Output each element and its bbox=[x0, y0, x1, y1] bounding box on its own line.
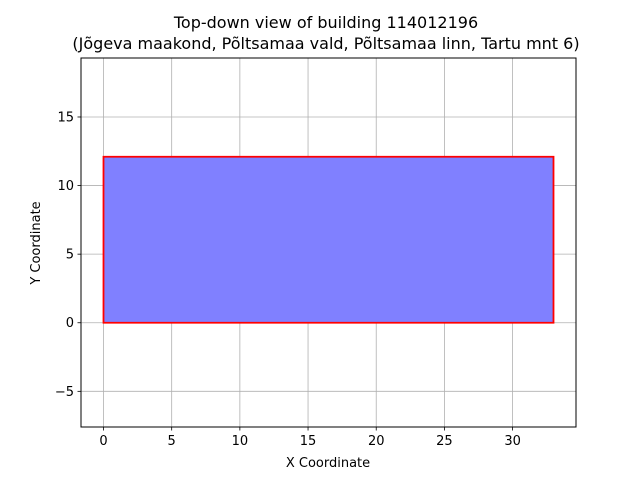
y-tick-label: 15 bbox=[57, 110, 74, 125]
x-tick-label: 10 bbox=[232, 434, 249, 449]
x-tick-label: 25 bbox=[436, 434, 453, 449]
x-tick-label: 30 bbox=[504, 434, 521, 449]
y-tick-label: 0 bbox=[66, 316, 74, 331]
y-axis-ticks: −5 0 5 10 15 bbox=[55, 110, 81, 400]
x-axis-ticks: 0 5 10 15 20 25 30 bbox=[99, 427, 521, 449]
y-tick-label: 10 bbox=[57, 179, 74, 194]
x-tick-label: 5 bbox=[168, 434, 176, 449]
y-axis-label: Y Coordinate bbox=[29, 201, 44, 285]
chart-title: Top-down view of building 114012196 bbox=[173, 13, 478, 32]
y-tick-label: −5 bbox=[55, 385, 74, 400]
building-footprint bbox=[102, 155, 555, 324]
chart-subtitle: (Jõgeva maakond, Põltsamaa vald, Põltsam… bbox=[72, 34, 579, 53]
y-tick-label: 5 bbox=[66, 248, 74, 263]
x-tick-label: 0 bbox=[99, 434, 107, 449]
plot-frame bbox=[80, 57, 577, 428]
x-axis-label: X Coordinate bbox=[286, 456, 370, 471]
x-tick-label: 15 bbox=[300, 434, 317, 449]
x-tick-label: 20 bbox=[368, 434, 385, 449]
